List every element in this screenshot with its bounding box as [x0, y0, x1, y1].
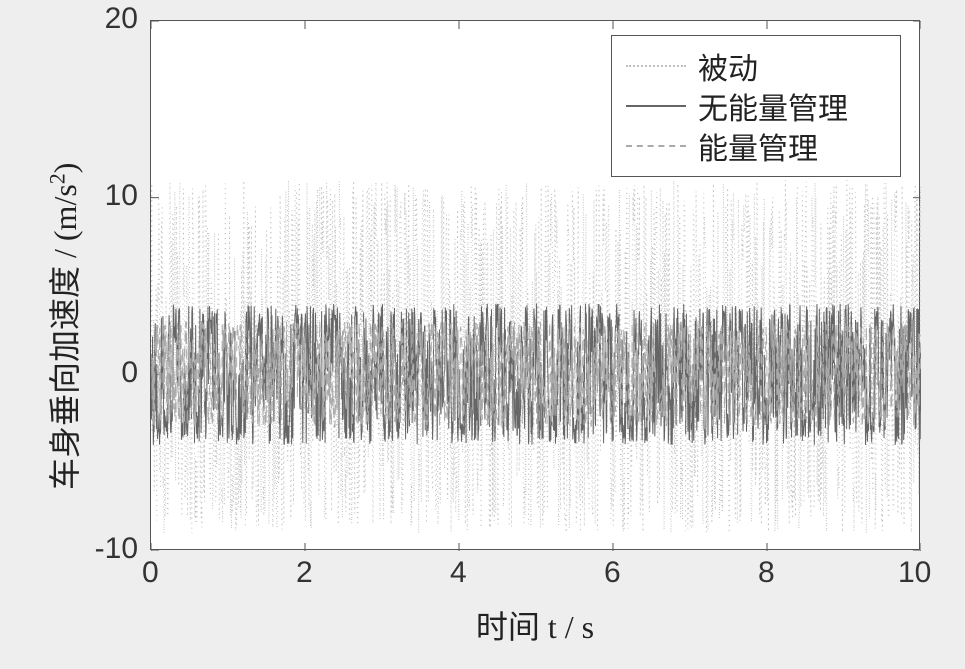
ytick-label: 10: [78, 179, 138, 213]
legend-entry-noem: 无能量管理: [626, 86, 886, 126]
y-axis-label-text: 车身垂向加速度 / (m/s: [47, 184, 83, 490]
plot-area: 被动 无能量管理 能量管理: [150, 20, 920, 550]
xtick-label: 4: [450, 556, 467, 590]
y-axis-label-close: ): [47, 163, 83, 174]
legend-swatch-em: [626, 145, 686, 147]
x-axis-label: 时间 t / s: [150, 602, 920, 648]
legend-label-passive: 被动: [698, 44, 758, 88]
legend-entry-em: 能量管理: [626, 126, 886, 166]
legend-entry-passive: 被动: [626, 46, 886, 86]
xtick-label: 10: [898, 556, 931, 590]
y-axis-label: 车身垂向加速度 / (m/s2): [40, 163, 86, 490]
legend-swatch-noem: [626, 105, 686, 107]
ytick-label: 0: [78, 356, 138, 390]
legend-label-em: 能量管理: [698, 124, 818, 168]
legend-label-noem: 无能量管理: [698, 84, 848, 128]
ytick-label: 20: [78, 2, 138, 36]
legend-swatch-passive: [626, 65, 686, 67]
xtick-label: 8: [758, 556, 775, 590]
y-axis-label-sup: 2: [44, 173, 69, 184]
legend: 被动 无能量管理 能量管理: [611, 35, 901, 177]
xtick-label: 0: [142, 556, 159, 590]
xtick-label: 2: [296, 556, 313, 590]
ytick-label: -10: [78, 532, 138, 566]
xtick-label: 6: [604, 556, 621, 590]
